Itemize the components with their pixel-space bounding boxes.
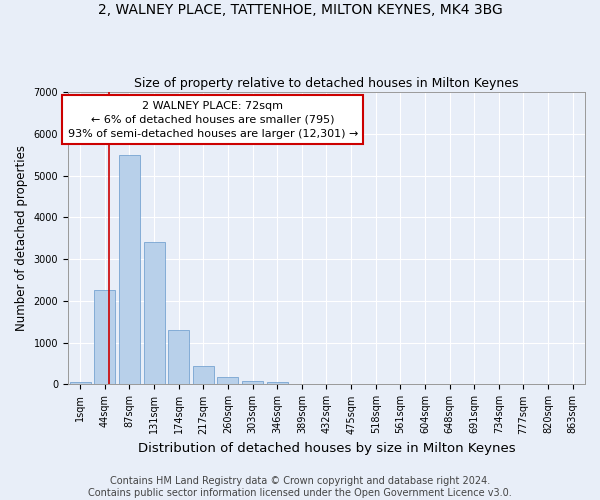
Bar: [217, 376, 238, 384]
Bar: [168, 330, 189, 384]
Text: 2, WALNEY PLACE, TATTENHOE, MILTON KEYNES, MK4 3BG: 2, WALNEY PLACE, TATTENHOE, MILTON KEYNE…: [98, 2, 502, 16]
Text: 2 WALNEY PLACE: 72sqm
← 6% of detached houses are smaller (795)
93% of semi-deta: 2 WALNEY PLACE: 72sqm ← 6% of detached h…: [68, 101, 358, 139]
Bar: [242, 380, 263, 384]
Bar: [193, 366, 214, 384]
Y-axis label: Number of detached properties: Number of detached properties: [15, 145, 28, 331]
Bar: [70, 382, 91, 384]
Bar: [94, 290, 115, 384]
Bar: [143, 242, 164, 384]
X-axis label: Distribution of detached houses by size in Milton Keynes: Distribution of detached houses by size …: [137, 442, 515, 455]
Text: Contains HM Land Registry data © Crown copyright and database right 2024.
Contai: Contains HM Land Registry data © Crown c…: [88, 476, 512, 498]
Bar: [119, 155, 140, 384]
Bar: [267, 382, 287, 384]
Title: Size of property relative to detached houses in Milton Keynes: Size of property relative to detached ho…: [134, 76, 519, 90]
